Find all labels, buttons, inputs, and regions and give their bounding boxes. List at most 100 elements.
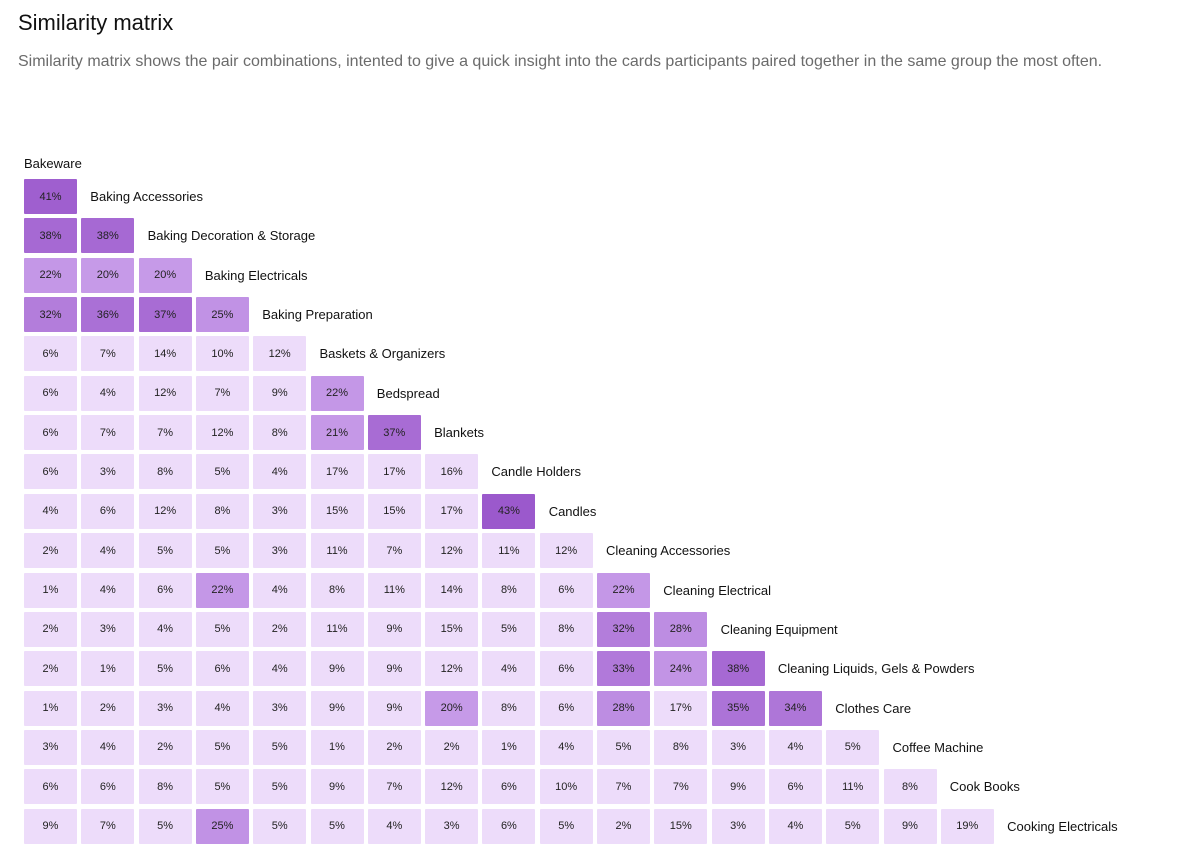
matrix-cell[interactable]: 36%: [81, 297, 135, 333]
matrix-cell[interactable]: 9%: [310, 769, 364, 805]
matrix-cell[interactable]: 21%: [310, 415, 364, 451]
matrix-cell[interactable]: 8%: [138, 769, 192, 805]
matrix-cell[interactable]: 2%: [425, 729, 479, 765]
matrix-cell[interactable]: 38%: [81, 218, 135, 254]
matrix-cell[interactable]: 4%: [539, 729, 593, 765]
matrix-cell[interactable]: 35%: [711, 690, 765, 726]
matrix-cell[interactable]: 5%: [195, 533, 249, 569]
matrix-cell[interactable]: 7%: [81, 336, 135, 372]
matrix-cell[interactable]: 3%: [138, 690, 192, 726]
matrix-cell[interactable]: 22%: [195, 572, 249, 608]
matrix-cell[interactable]: 11%: [310, 611, 364, 647]
matrix-cell[interactable]: 6%: [81, 769, 135, 805]
matrix-cell[interactable]: 4%: [195, 690, 249, 726]
matrix-cell[interactable]: 5%: [253, 769, 307, 805]
matrix-cell[interactable]: 8%: [310, 572, 364, 608]
matrix-cell[interactable]: 32%: [597, 611, 650, 647]
matrix-cell[interactable]: 6%: [24, 454, 77, 490]
matrix-cell[interactable]: 4%: [81, 375, 135, 411]
matrix-cell[interactable]: 9%: [711, 769, 765, 805]
matrix-cell[interactable]: 5%: [195, 769, 249, 805]
matrix-cell[interactable]: 37%: [138, 297, 192, 333]
matrix-cell[interactable]: 6%: [81, 493, 135, 529]
matrix-cell[interactable]: 7%: [138, 415, 192, 451]
matrix-cell[interactable]: 4%: [768, 808, 822, 844]
matrix-cell[interactable]: 5%: [195, 454, 249, 490]
matrix-cell[interactable]: 11%: [367, 572, 421, 608]
matrix-cell[interactable]: 5%: [253, 729, 307, 765]
matrix-cell[interactable]: 28%: [654, 611, 708, 647]
matrix-cell[interactable]: 7%: [81, 808, 135, 844]
matrix-cell[interactable]: 15%: [425, 611, 479, 647]
matrix-cell[interactable]: 4%: [81, 572, 135, 608]
matrix-cell[interactable]: 15%: [367, 493, 421, 529]
matrix-cell[interactable]: 4%: [482, 651, 536, 687]
matrix-cell[interactable]: 9%: [310, 690, 364, 726]
matrix-cell[interactable]: 10%: [539, 769, 593, 805]
matrix-cell[interactable]: 6%: [482, 769, 536, 805]
matrix-cell[interactable]: 7%: [367, 769, 421, 805]
matrix-cell[interactable]: 16%: [425, 454, 479, 490]
matrix-cell[interactable]: 4%: [138, 611, 192, 647]
matrix-cell[interactable]: 6%: [24, 769, 77, 805]
matrix-cell[interactable]: 9%: [367, 690, 421, 726]
matrix-cell[interactable]: 1%: [24, 572, 77, 608]
matrix-cell[interactable]: 7%: [367, 533, 421, 569]
matrix-cell[interactable]: 14%: [425, 572, 479, 608]
matrix-cell[interactable]: 5%: [826, 729, 880, 765]
matrix-cell[interactable]: 41%: [24, 179, 77, 214]
matrix-cell[interactable]: 15%: [310, 493, 364, 529]
matrix-cell[interactable]: 1%: [310, 729, 364, 765]
matrix-cell[interactable]: 12%: [425, 651, 479, 687]
matrix-cell[interactable]: 2%: [138, 729, 192, 765]
matrix-cell[interactable]: 5%: [195, 729, 249, 765]
matrix-cell[interactable]: 8%: [482, 690, 536, 726]
matrix-cell[interactable]: 9%: [253, 375, 307, 411]
matrix-cell[interactable]: 8%: [539, 611, 593, 647]
matrix-cell[interactable]: 2%: [597, 808, 650, 844]
matrix-cell[interactable]: 6%: [482, 808, 536, 844]
matrix-cell[interactable]: 2%: [24, 651, 77, 687]
matrix-cell[interactable]: 8%: [883, 769, 937, 805]
matrix-cell[interactable]: 9%: [883, 808, 937, 844]
matrix-cell[interactable]: 14%: [138, 336, 192, 372]
matrix-cell[interactable]: 5%: [138, 651, 192, 687]
matrix-cell[interactable]: 3%: [253, 690, 307, 726]
matrix-cell[interactable]: 4%: [253, 651, 307, 687]
matrix-cell[interactable]: 2%: [24, 611, 77, 647]
matrix-cell[interactable]: 7%: [597, 769, 650, 805]
matrix-cell[interactable]: 6%: [138, 572, 192, 608]
matrix-cell[interactable]: 3%: [81, 611, 135, 647]
matrix-cell[interactable]: 6%: [539, 572, 593, 608]
matrix-cell[interactable]: 17%: [367, 454, 421, 490]
matrix-cell[interactable]: 5%: [195, 611, 249, 647]
matrix-cell[interactable]: 4%: [253, 454, 307, 490]
matrix-cell[interactable]: 3%: [711, 808, 765, 844]
matrix-cell[interactable]: 43%: [482, 493, 536, 529]
matrix-cell[interactable]: 8%: [253, 415, 307, 451]
matrix-cell[interactable]: 5%: [826, 808, 880, 844]
matrix-cell[interactable]: 1%: [81, 651, 135, 687]
matrix-cell[interactable]: 3%: [711, 729, 765, 765]
matrix-cell[interactable]: 7%: [654, 769, 708, 805]
matrix-cell[interactable]: 5%: [253, 808, 307, 844]
matrix-cell[interactable]: 12%: [138, 375, 192, 411]
matrix-cell[interactable]: 4%: [253, 572, 307, 608]
matrix-cell[interactable]: 15%: [654, 808, 708, 844]
matrix-cell[interactable]: 28%: [597, 690, 650, 726]
matrix-cell[interactable]: 5%: [539, 808, 593, 844]
matrix-cell[interactable]: 8%: [138, 454, 192, 490]
matrix-cell[interactable]: 12%: [253, 336, 307, 372]
matrix-cell[interactable]: 12%: [138, 493, 192, 529]
matrix-cell[interactable]: 32%: [24, 297, 77, 333]
matrix-cell[interactable]: 24%: [654, 651, 708, 687]
matrix-cell[interactable]: 2%: [253, 611, 307, 647]
matrix-cell[interactable]: 6%: [768, 769, 822, 805]
matrix-cell[interactable]: 4%: [81, 533, 135, 569]
matrix-cell[interactable]: 3%: [24, 729, 77, 765]
matrix-cell[interactable]: 4%: [24, 493, 77, 529]
matrix-cell[interactable]: 6%: [24, 336, 77, 372]
matrix-cell[interactable]: 4%: [367, 808, 421, 844]
matrix-cell[interactable]: 1%: [24, 690, 77, 726]
matrix-cell[interactable]: 20%: [81, 257, 135, 293]
